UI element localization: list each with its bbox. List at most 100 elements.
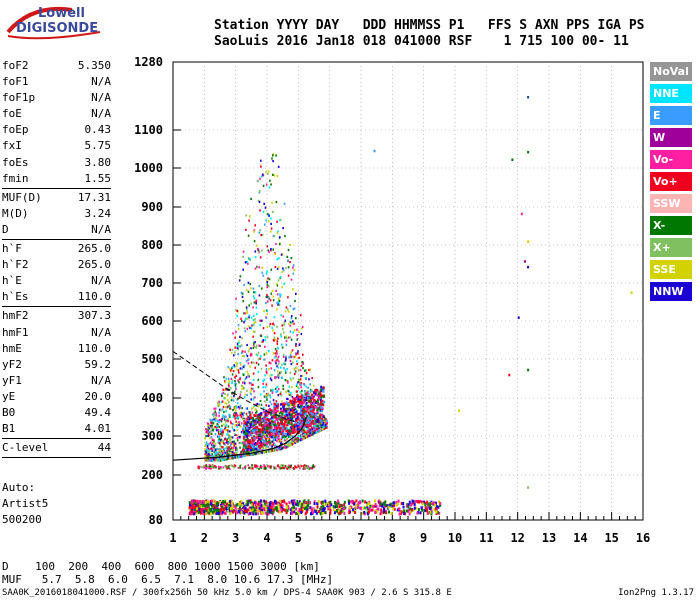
- trace-echo: [253, 301, 256, 304]
- trace-echo: [215, 414, 218, 417]
- param-row-group4-4: yF1 N/A: [2, 373, 111, 389]
- trace-echo: [229, 420, 232, 423]
- trace-echo: [266, 286, 268, 289]
- trace-echo: [311, 390, 314, 393]
- trace-echo: [320, 396, 323, 399]
- trace-echo: [261, 433, 264, 436]
- legend-item-vo-: Vo-: [650, 150, 692, 169]
- param-value: N/A: [91, 222, 111, 236]
- trace-echo: [292, 397, 294, 400]
- trace-echo: [325, 426, 328, 429]
- trace-echo: [221, 434, 224, 437]
- trace-echo: [231, 366, 234, 369]
- trace-echo: [275, 402, 278, 405]
- trace-echo: [213, 441, 215, 444]
- trace-echo: [251, 508, 254, 512]
- trace-echo: [221, 400, 224, 403]
- legend-item-w: W: [650, 128, 692, 147]
- trace-echo: [253, 291, 255, 294]
- trace-echo: [226, 445, 228, 448]
- trace-echo: [295, 343, 297, 346]
- trace-echo: [211, 445, 213, 448]
- trace-echo: [266, 414, 269, 417]
- trace-echo: [194, 505, 196, 509]
- trace-echo: [252, 323, 255, 326]
- trace-echo: [224, 397, 227, 400]
- trace-echo: [279, 371, 281, 374]
- trace-echo: [266, 505, 269, 509]
- trace-echo: [240, 344, 243, 347]
- trace-echo: [245, 214, 247, 217]
- trace-echo: [319, 398, 322, 402]
- param-value: N/A: [91, 75, 111, 89]
- trace-echo: [208, 449, 210, 452]
- trace-echo: [333, 508, 335, 512]
- trace-echo: [313, 430, 316, 433]
- tick-label-y: 600: [141, 314, 163, 328]
- trace-echo: [276, 448, 278, 452]
- trace-echo: [320, 500, 323, 504]
- trace-echo: [302, 500, 305, 504]
- trace-echo: [222, 429, 224, 432]
- trace-echo: [316, 389, 319, 392]
- trace-echo: [243, 355, 245, 358]
- tick-label-x: 7: [357, 531, 364, 545]
- trace-echo: [291, 511, 294, 515]
- trace-echo: [254, 250, 257, 253]
- trace-echo: [254, 345, 256, 348]
- trace-echo: [319, 425, 321, 428]
- tick-label-y: 300: [141, 429, 163, 443]
- trace-echo: [250, 316, 253, 319]
- trace-echo: [396, 508, 399, 512]
- trace-echo: [270, 443, 273, 446]
- param-row-group4-7: B1 4.01: [2, 421, 111, 437]
- trace-echo: [311, 432, 313, 435]
- trace-echo: [327, 503, 330, 507]
- trace-echo: [281, 436, 283, 439]
- trace-echo: [230, 377, 233, 380]
- trace-echo: [287, 248, 290, 252]
- param-name: foEp: [2, 123, 29, 137]
- trace-echo: [305, 412, 307, 416]
- trace-echo: [231, 457, 233, 460]
- trace-echo: [313, 428, 315, 431]
- trace-echo: [303, 435, 305, 438]
- trace-echo: [225, 507, 228, 511]
- trace-echo: [265, 351, 268, 354]
- trace-echo: [192, 499, 195, 503]
- trace-echo: [280, 335, 282, 338]
- trace-echo: [215, 466, 217, 469]
- trace-echo: [304, 376, 307, 380]
- trace-echo: [309, 428, 312, 431]
- trace-echo: [255, 408, 257, 411]
- trace-echo: [258, 421, 261, 424]
- trace-echo: [311, 415, 314, 419]
- trace-echo: [320, 420, 323, 423]
- trace-echo: [270, 435, 273, 439]
- trace-echo: [435, 505, 438, 508]
- trace-echo: [236, 309, 239, 312]
- trace-echo: [293, 411, 296, 415]
- trace-echo: [293, 510, 296, 514]
- trace-echo: [248, 219, 250, 222]
- trace-echo: [231, 449, 233, 452]
- trace-echo: [256, 354, 259, 357]
- trace-echo: [405, 504, 408, 508]
- trace-echo: [315, 430, 318, 433]
- trace-echo: [262, 445, 264, 448]
- trace-echo: [250, 287, 252, 290]
- trace-echo: [254, 422, 257, 425]
- trace-echo: [283, 499, 285, 503]
- trace-echo: [235, 365, 238, 368]
- trace-echo: [260, 412, 263, 415]
- trace-echo: [278, 501, 281, 505]
- trace-echo: [261, 287, 263, 290]
- trace-echo: [293, 355, 296, 358]
- trace-echo: [300, 411, 303, 415]
- trace-echo: [280, 442, 282, 445]
- trace-echo: [267, 431, 270, 434]
- trace-echo: [304, 399, 307, 402]
- trace-echo: [240, 363, 242, 366]
- trace-echo: [251, 467, 254, 470]
- trace-echo: [252, 446, 255, 449]
